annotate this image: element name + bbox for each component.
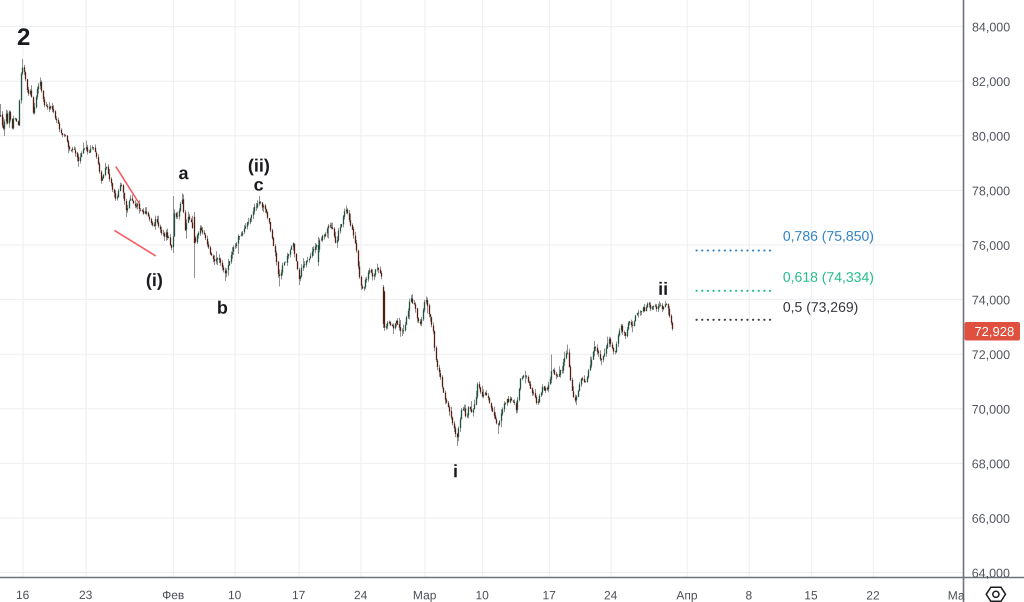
- svg-text:68,000: 68,000: [972, 457, 1010, 471]
- svg-text:15: 15: [804, 588, 818, 602]
- svg-text:80,000: 80,000: [972, 130, 1010, 144]
- svg-text:24: 24: [604, 588, 618, 602]
- svg-text:10: 10: [476, 588, 490, 602]
- svg-text:b: b: [217, 298, 228, 318]
- svg-text:16: 16: [16, 588, 30, 602]
- svg-text:a: a: [178, 163, 189, 183]
- svg-text:23: 23: [79, 588, 93, 602]
- svg-text:72,928: 72,928: [974, 324, 1014, 339]
- svg-text:Ма: Ма: [948, 588, 965, 602]
- svg-text:Фев: Фев: [162, 588, 184, 602]
- svg-text:c: c: [254, 175, 264, 195]
- svg-text:72,000: 72,000: [972, 348, 1010, 362]
- svg-text:8: 8: [746, 588, 753, 602]
- svg-text:17: 17: [292, 588, 306, 602]
- svg-text:10: 10: [228, 588, 242, 602]
- svg-text:24: 24: [354, 588, 368, 602]
- svg-text:(i): (i): [146, 270, 163, 290]
- svg-text:2: 2: [17, 24, 30, 51]
- svg-text:(ii): (ii): [248, 156, 270, 176]
- svg-text:64,000: 64,000: [972, 566, 1010, 580]
- svg-text:0,618 (74,334): 0,618 (74,334): [783, 269, 874, 285]
- svg-text:i: i: [453, 461, 458, 481]
- svg-text:78,000: 78,000: [972, 184, 1010, 198]
- svg-text:ii: ii: [658, 279, 668, 299]
- svg-text:0,5 (73,269): 0,5 (73,269): [783, 299, 859, 315]
- svg-text:84,000: 84,000: [972, 20, 1010, 34]
- svg-text:82,000: 82,000: [972, 75, 1010, 89]
- svg-text:66,000: 66,000: [972, 512, 1010, 526]
- svg-text:22: 22: [866, 588, 880, 602]
- svg-text:0,786 (75,850): 0,786 (75,850): [783, 228, 874, 244]
- svg-text:74,000: 74,000: [972, 293, 1010, 307]
- svg-text:76,000: 76,000: [972, 239, 1010, 253]
- svg-text:Мар: Мар: [413, 588, 437, 602]
- svg-text:70,000: 70,000: [972, 403, 1010, 417]
- svg-text:17: 17: [543, 588, 557, 602]
- svg-text:Апр: Апр: [676, 588, 698, 602]
